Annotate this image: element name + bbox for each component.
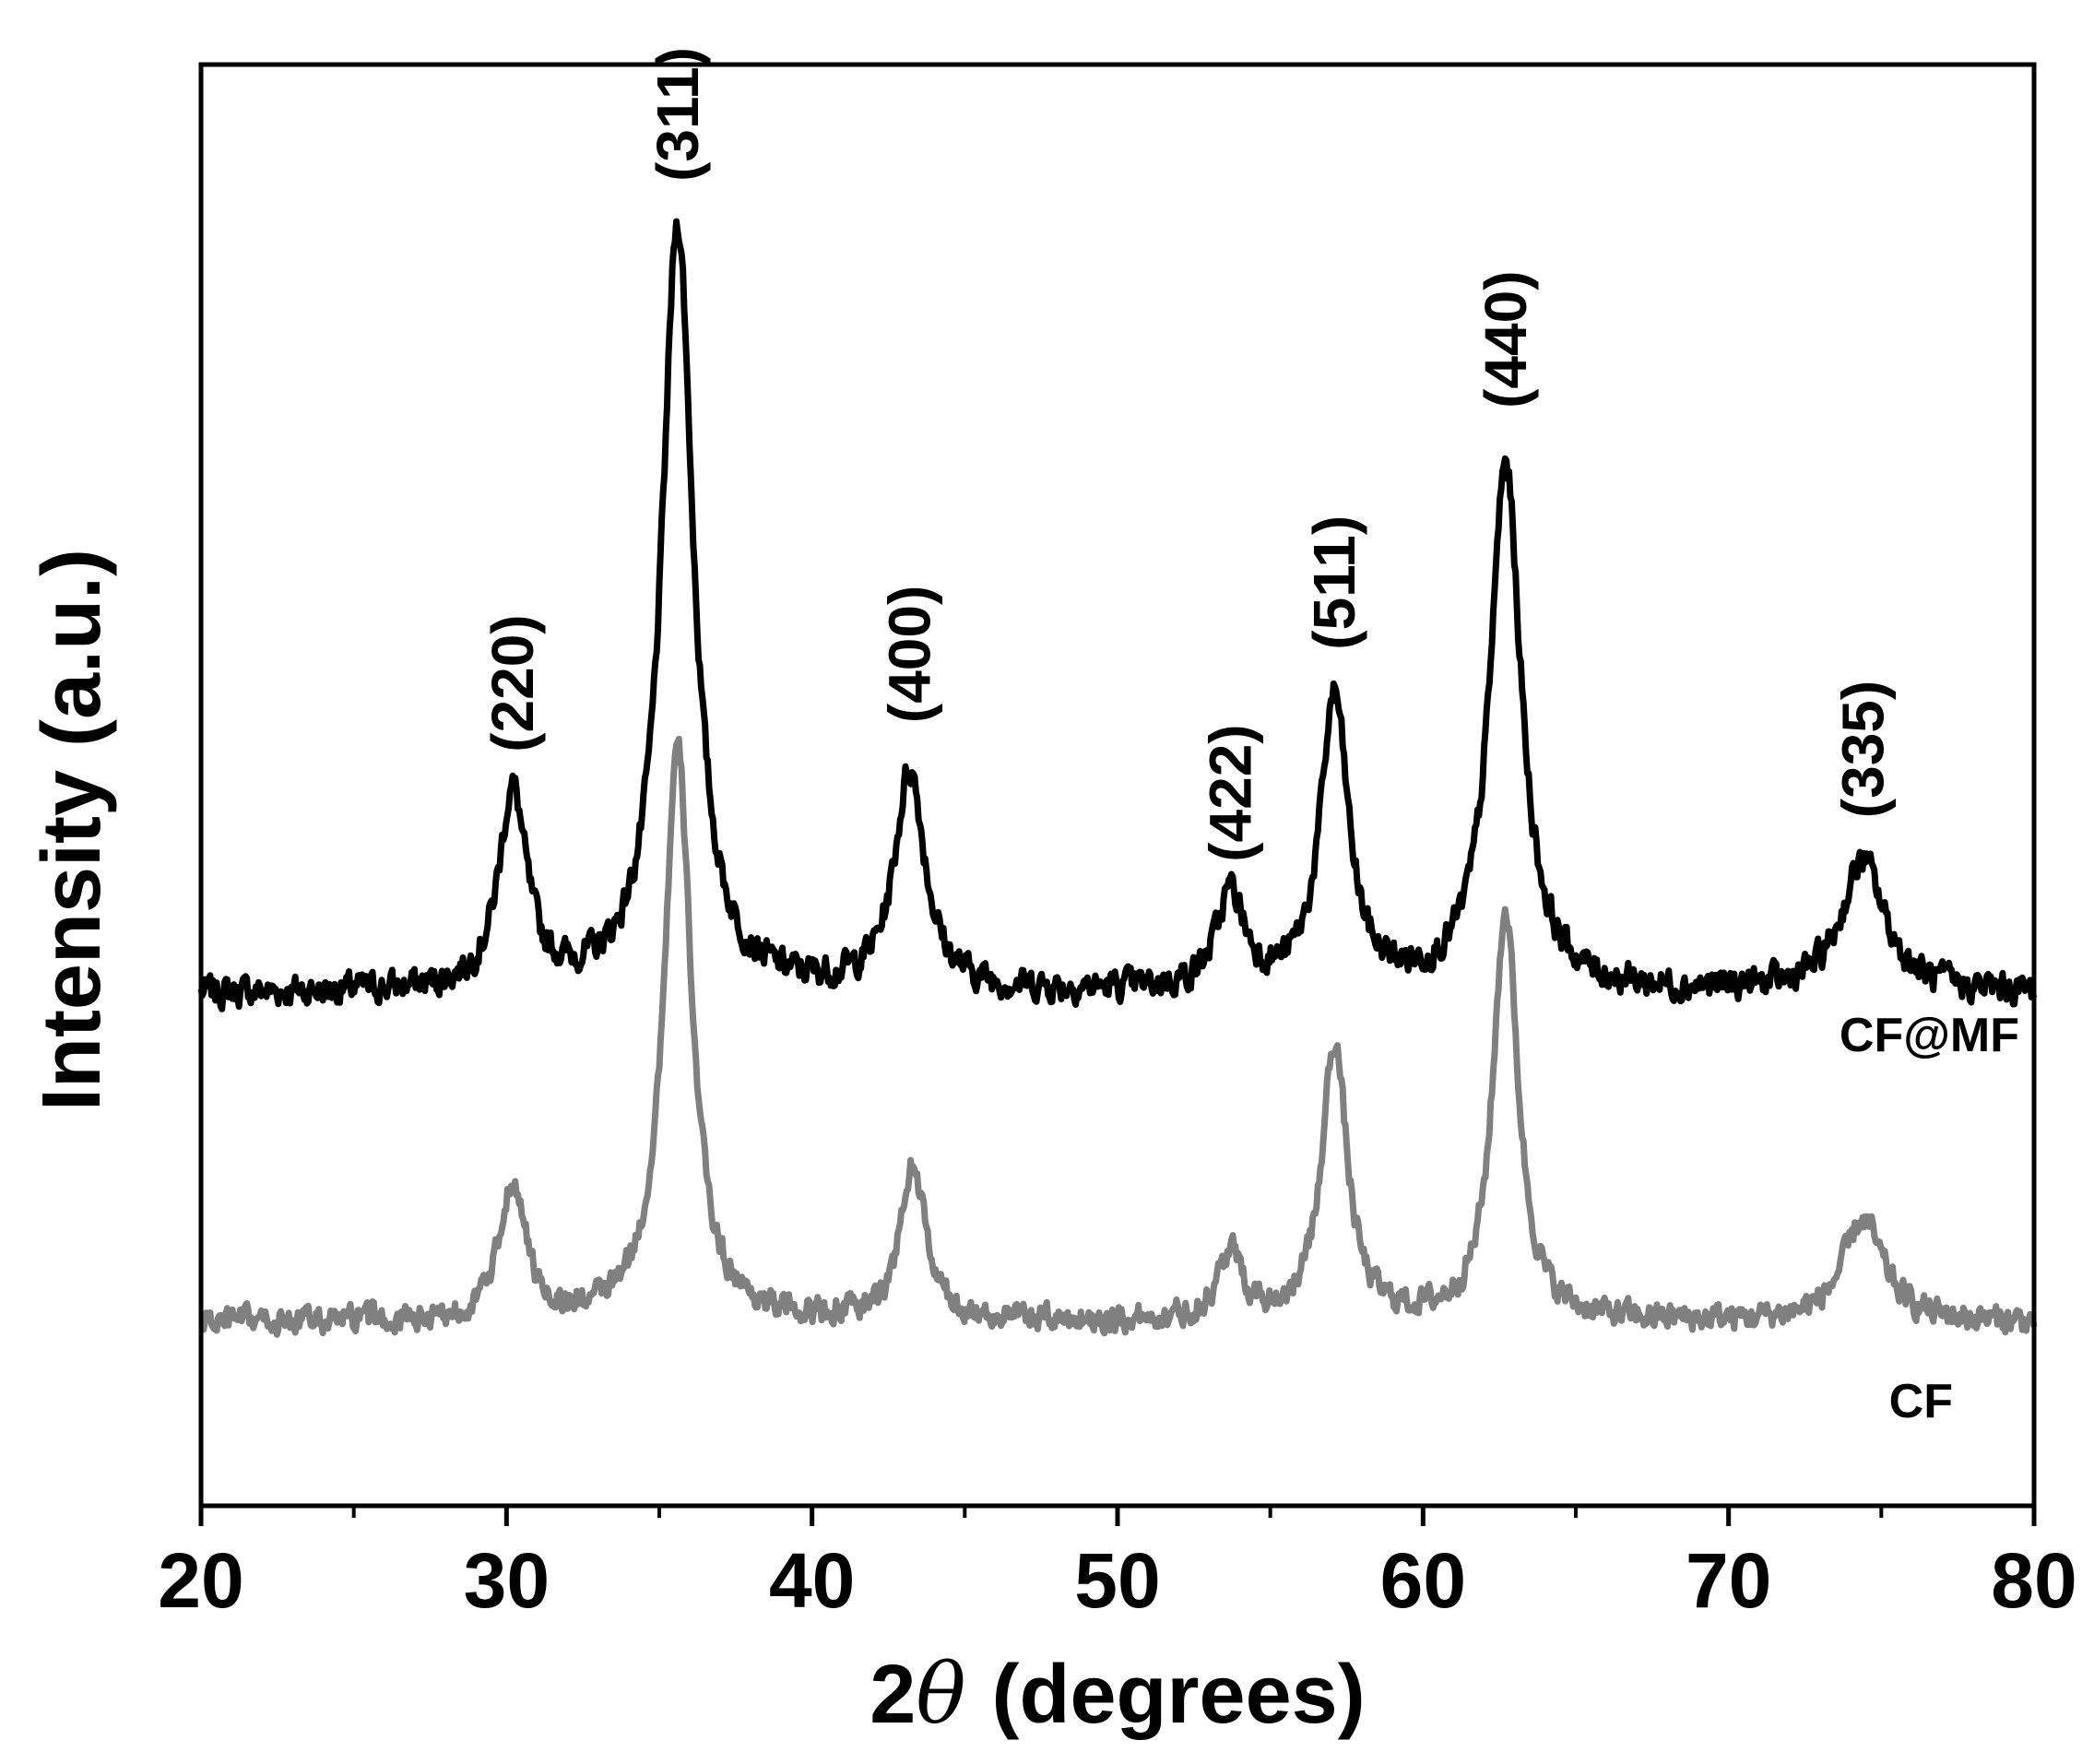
peak-label: (422)	[1198, 724, 1264, 861]
x-tick-label: 40	[769, 1537, 855, 1624]
peak-label: (440)	[1473, 270, 1539, 408]
peak-label: (400)	[877, 586, 943, 723]
x-tick-label: 80	[1991, 1537, 2076, 1624]
series-line-cf-mf	[197, 218, 2038, 1012]
x-axis-title-prefix: 2	[870, 1649, 916, 1741]
x-tick-label: 60	[1380, 1537, 1466, 1624]
theta-symbol: θ	[916, 1646, 965, 1743]
series-label-cf: CF	[1889, 1375, 1953, 1428]
peak-label: (335)	[1830, 681, 1897, 818]
peak-labels: (220) (311) (400) (422) (511) (440) (335)	[479, 47, 1897, 862]
x-axis-title: 2θ (degrees)	[870, 1646, 1365, 1743]
x-tick-label: 20	[158, 1537, 243, 1624]
series-line-cf	[198, 735, 2038, 1338]
peak-label: (220)	[479, 614, 546, 752]
peak-label: (511)	[1301, 515, 1367, 650]
x-tick-label: 30	[464, 1537, 550, 1624]
x-tick-label: 50	[1074, 1537, 1160, 1624]
x-axis-title-suffix: (degrees)	[992, 1649, 1366, 1741]
peak-label: (311)	[645, 47, 711, 182]
x-axis-ticks: 20 30 40 50 60 70 80	[158, 1506, 2077, 1624]
series-label-cf-mf: CF@MF	[1840, 1009, 2019, 1062]
series-layer	[197, 218, 2038, 1338]
x-tick-label: 70	[1686, 1537, 1771, 1624]
y-axis-title: Intensity (a.u.)	[26, 549, 118, 1111]
